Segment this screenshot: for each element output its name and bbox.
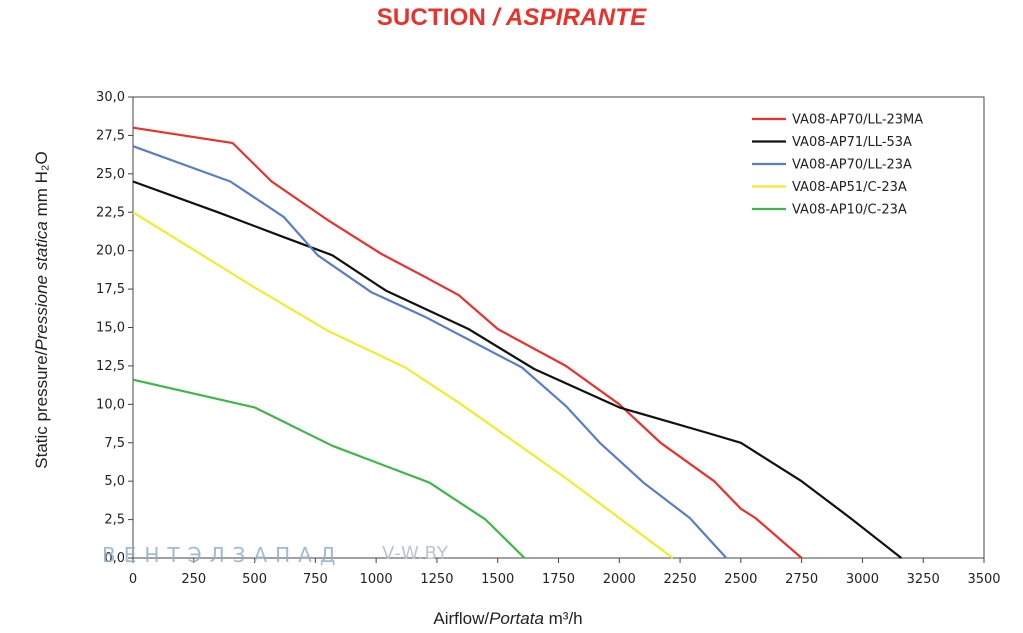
- y-tick-label: 7,5: [104, 436, 125, 451]
- legend: VA08-AP70/LL-23MA VA08-AP71/LL-53A VA08-AP…: [752, 113, 923, 218]
- y-tick-label: 27,5: [96, 128, 125, 143]
- x-axis-label-plain: Airflow/: [433, 609, 489, 628]
- watermark-brand: ВЕНТЭЛЗАПАД: [102, 543, 343, 567]
- y-tick-label: 10,0: [96, 397, 125, 412]
- y-tick-label: 22,5: [96, 205, 125, 220]
- title-main: SUCTION: [376, 4, 487, 31]
- x-tick-label: 2500: [724, 572, 757, 587]
- y-tick-label: 15,0: [96, 321, 125, 336]
- y-tick-label: 25,0: [96, 167, 125, 182]
- y-axis-ticks: 0,0 2,5 5,0 7,5 10,0 12,5 15,0 17,5 20,0 22,5 25,0…: [96, 90, 133, 566]
- series-line-4: [132, 211, 674, 559]
- x-tick-label: 2750: [785, 572, 818, 587]
- series-lines: [132, 126, 902, 559]
- watermark-site: V-W.BY: [382, 543, 449, 564]
- y-axis-label-italic: Pressione statica: [32, 221, 51, 350]
- x-tick-label: 250: [181, 572, 206, 587]
- x-tick-label: 3000: [846, 572, 879, 587]
- x-tick-label: 1000: [360, 572, 393, 587]
- x-tick-label: 2000: [603, 572, 636, 587]
- legend-label-3: VA08-AP70/LL-23A: [792, 158, 912, 173]
- legend-label-5: VA08-AP10/C-23A: [792, 203, 907, 218]
- title-italic: ASPIRANTE: [505, 4, 647, 31]
- legend-label-1: VA08-AP70/LL-23MA: [792, 113, 923, 128]
- x-tick-label: 500: [242, 572, 267, 587]
- y-tick-label: 0,0: [104, 551, 125, 566]
- legend-label-4: VA08-AP51/C-23A: [792, 180, 907, 195]
- y-axis-label-unit: mm H₂O: [32, 151, 51, 221]
- y-tick-label: 20,0: [96, 244, 125, 259]
- x-tick-label: 0: [129, 572, 137, 587]
- y-tick-label: 5,0: [104, 474, 125, 489]
- x-tick-label: 1250: [420, 572, 453, 587]
- x-axis-label-unit: m³/h: [544, 609, 583, 628]
- x-tick-label: 750: [303, 572, 328, 587]
- y-tick-label: 17,5: [96, 282, 125, 297]
- x-axis-label: Airflow/Portata m³/h: [433, 609, 582, 628]
- x-tick-label: 3250: [907, 572, 940, 587]
- x-axis-ticks: 0 250 500 750 1000 1250 1500 1750 2000 2250 2500 27…: [129, 558, 1001, 587]
- title-separator: /: [486, 4, 506, 31]
- chart-title: SUCTION / ASPIRANTE: [0, 4, 1023, 32]
- y-axis-label: Static pressure/Pressione statica mm H₂O: [32, 151, 51, 468]
- y-tick-label: 2,5: [104, 513, 125, 528]
- x-tick-label: 3500: [967, 572, 1000, 587]
- x-tick-label: 1750: [542, 572, 575, 587]
- x-axis-label-italic: Portata: [489, 609, 544, 628]
- series-line-5: [132, 378, 526, 559]
- y-axis-label-plain: Static pressure/: [32, 350, 51, 468]
- legend-label-2: VA08-AP71/LL-53A: [792, 135, 912, 150]
- x-tick-label: 2250: [664, 572, 697, 587]
- series-line-1: [132, 126, 803, 559]
- y-tick-label: 12,5: [96, 359, 125, 374]
- y-tick-label: 30,0: [96, 90, 125, 105]
- series-line-3: [132, 145, 728, 559]
- x-tick-label: 1500: [481, 572, 514, 587]
- series-line-2: [132, 180, 902, 559]
